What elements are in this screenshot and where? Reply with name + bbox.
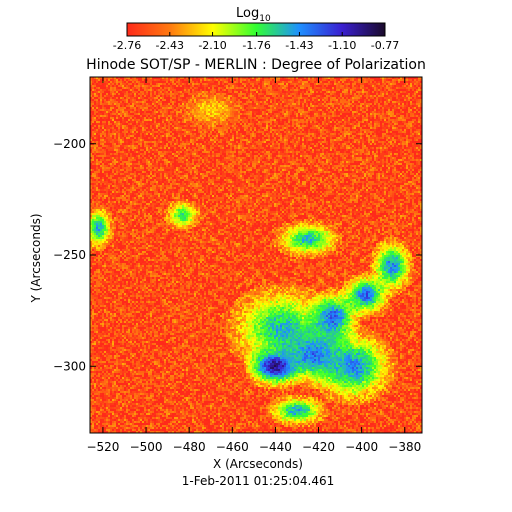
colorbar-label: Log10 <box>236 6 271 24</box>
y-axis: −200 −250 −300 <box>53 137 422 373</box>
y-tick-label: −200 <box>53 137 86 151</box>
colorbar-tick-label: -2.76 <box>113 39 141 52</box>
colorbar-tick-label: -1.43 <box>285 39 313 52</box>
colorbar <box>126 22 386 37</box>
y-tick-label: −300 <box>53 359 86 373</box>
x-tick-label: −440 <box>259 440 292 454</box>
x-tick-label: −380 <box>388 440 421 454</box>
x-tick-label: −520 <box>86 440 119 454</box>
y-tick-label: −250 <box>53 248 86 262</box>
colorbar-ticks: -2.76 -2.43 -2.10 -1.76 -1.43 -1.10 -0.77 <box>113 32 399 52</box>
x-axis: −520 −500 −480 −460 −440 −420 −400 −380 <box>86 77 421 454</box>
x-tick-label: −400 <box>345 440 378 454</box>
y-axis-label: Y (Arcseconds) <box>29 213 43 303</box>
colorbar-tick-label: -1.10 <box>328 39 356 52</box>
plot-area <box>89 76 423 434</box>
observation-timestamp: 1-Feb-2011 01:25:04.461 <box>182 474 335 488</box>
x-tick-label: −460 <box>216 440 249 454</box>
polarization-heatmap <box>90 77 422 433</box>
colorbar-tick-label: -2.10 <box>198 39 226 52</box>
chart-title: Hinode SOT/SP - MERLIN : Degree of Polar… <box>86 57 426 73</box>
colorbar-tick-label: -0.77 <box>371 39 399 52</box>
x-axis-label: X (Arcseconds) <box>213 457 303 471</box>
x-tick-label: −500 <box>130 440 163 454</box>
colorbar-tick-label: -2.43 <box>156 39 184 52</box>
x-tick-label: −420 <box>302 440 335 454</box>
colorbar-tick-label: -1.76 <box>242 39 270 52</box>
x-tick-label: −480 <box>173 440 206 454</box>
